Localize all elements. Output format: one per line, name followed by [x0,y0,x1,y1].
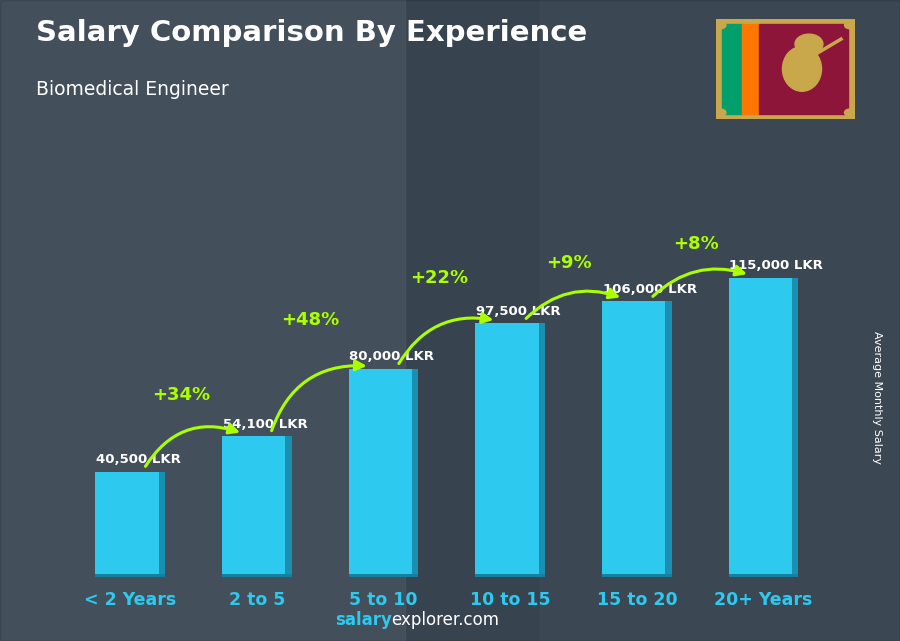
Text: 106,000 LKR: 106,000 LKR [603,283,697,296]
FancyBboxPatch shape [602,301,671,577]
Circle shape [716,22,726,29]
Bar [723,24,742,113]
Bar [158,472,165,577]
Bar [348,574,418,577]
FancyBboxPatch shape [475,323,545,577]
Text: +8%: +8% [673,235,719,253]
Text: 80,000 LKR: 80,000 LKR [349,351,435,363]
Circle shape [844,22,854,29]
FancyBboxPatch shape [348,369,418,577]
Text: +22%: +22% [410,269,468,287]
Text: 54,100 LKR: 54,100 LKR [222,418,307,431]
Text: 97,500 LKR: 97,500 LKR [476,305,561,318]
Bar [759,24,848,113]
Circle shape [795,34,823,54]
Circle shape [716,109,726,116]
Text: +34%: +34% [152,386,210,404]
Bar [665,301,671,577]
FancyBboxPatch shape [95,472,165,577]
Text: 115,000 LKR: 115,000 LKR [729,260,824,272]
Bar [602,574,671,577]
Bar [222,574,292,577]
Bar [729,574,798,577]
Text: Biomedical Engineer: Biomedical Engineer [36,80,229,99]
Text: Salary Comparison By Experience: Salary Comparison By Experience [36,19,587,47]
Bar [742,24,759,113]
FancyBboxPatch shape [729,278,798,577]
Bar [0,0,405,641]
Text: +48%: +48% [281,312,339,329]
Text: Average Monthly Salary: Average Monthly Salary [872,331,883,464]
FancyBboxPatch shape [222,436,292,577]
Bar [95,574,165,577]
Bar [792,278,798,577]
Bar [540,0,900,641]
Ellipse shape [782,47,822,91]
Bar [412,369,418,577]
Circle shape [844,109,854,116]
Text: salary: salary [335,612,392,629]
Bar [475,574,545,577]
Text: 40,500 LKR: 40,500 LKR [95,453,181,466]
Text: +9%: +9% [545,254,591,272]
Bar [285,436,292,577]
Text: explorer.com: explorer.com [392,612,500,629]
Bar [539,323,545,577]
